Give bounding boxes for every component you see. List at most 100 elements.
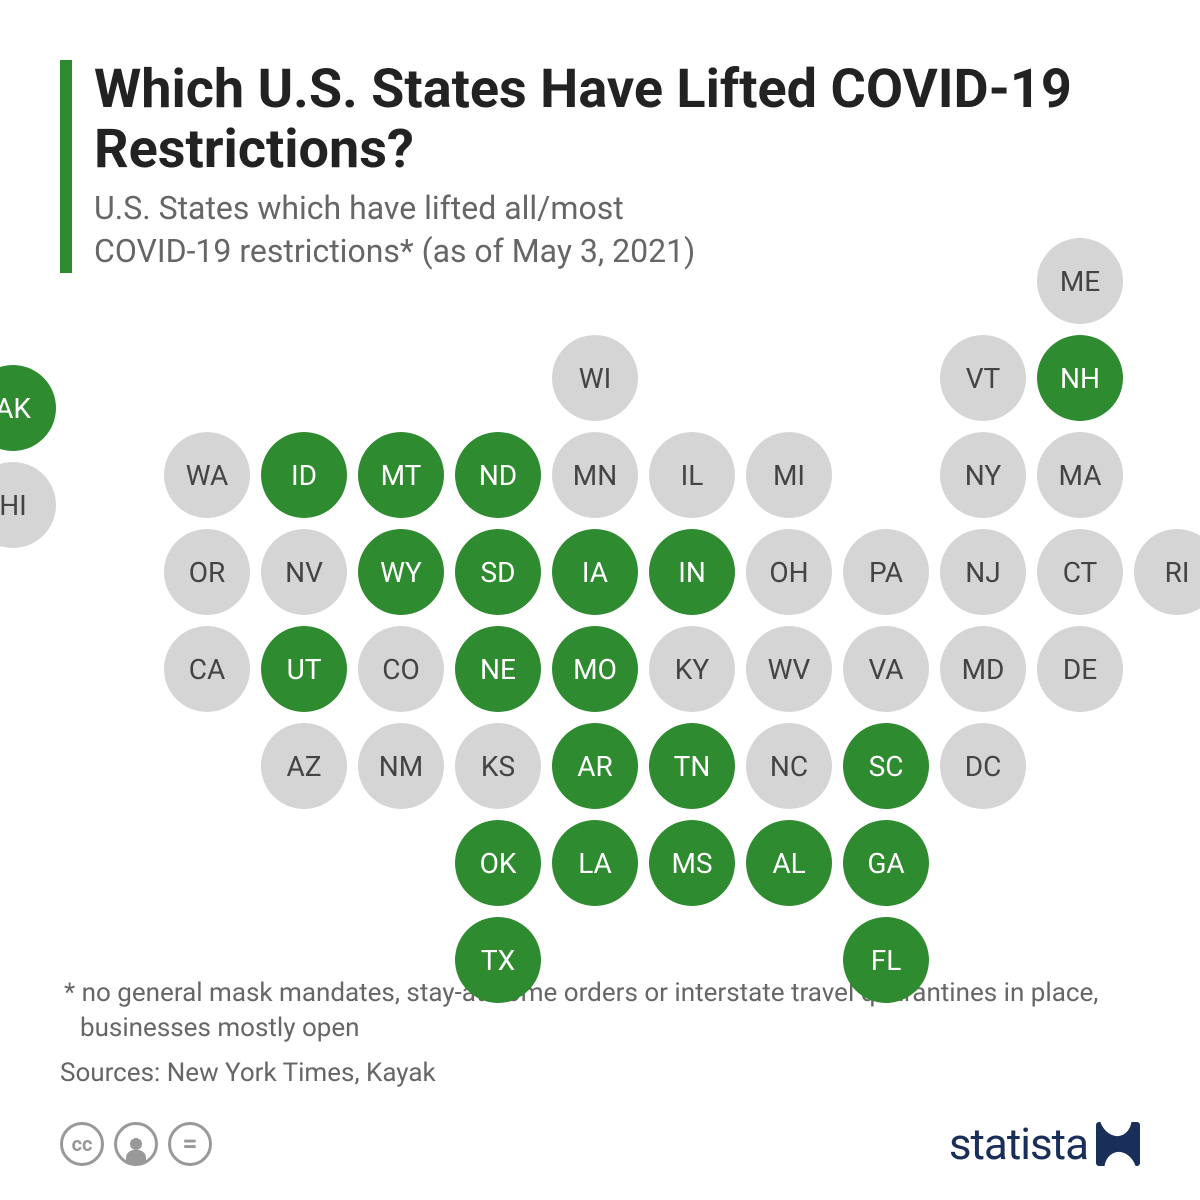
state-abbr: UT [287,653,322,686]
state-abbr: NV [285,556,323,589]
state-abbr: MI [773,459,805,492]
state-cell-ar: AR [552,723,638,809]
state-abbr: TN [674,750,711,783]
cc-license-icons: cc = [60,1122,212,1166]
state-abbr: WY [380,556,422,589]
subtitle: U.S. States which have lifted all/most C… [94,187,1140,273]
state-abbr: ID [291,459,317,492]
state-cell-va: VA [843,626,929,712]
state-abbr: MS [671,847,712,880]
state-cell-ca: CA [164,626,250,712]
state-cell-ct: CT [1037,529,1123,615]
state-abbr: HI [0,489,27,522]
state-cell-az: AZ [261,723,347,809]
state-cell-nh: NH [1037,335,1123,421]
state-cell-fl: FL [843,917,929,1003]
state-cell-wv: WV [746,626,832,712]
state-abbr: VA [868,653,903,686]
state-abbr: IL [681,459,704,492]
state-cell-ia: IA [552,529,638,615]
state-abbr: AK [0,392,31,425]
state-cell-ma: MA [1037,432,1123,518]
state-cell-nd: ND [455,432,541,518]
state-abbr: DE [1063,653,1097,686]
state-abbr: MD [962,653,1005,686]
statista-logo: statista [949,1118,1140,1170]
cc-nd-icon: = [168,1122,212,1166]
state-abbr: CA [189,653,226,686]
state-abbr: NE [480,653,516,686]
state-cell-de: DE [1037,626,1123,712]
state-cell-tn: TN [649,723,735,809]
subtitle-line-1: U.S. States which have lifted all/most [94,189,624,227]
state-cell-wy: WY [358,529,444,615]
state-abbr: AL [772,847,805,880]
state-abbr: GA [867,847,904,880]
state-abbr: OH [769,556,808,589]
state-abbr: NC [770,750,808,783]
logo-mark-icon [1096,1122,1140,1166]
state-cell-nc: NC [746,723,832,809]
footnote: * no general mask mandates, stay-at-home… [60,976,1140,1046]
header: Which U.S. States Have Lifted COVID-19 R… [60,60,1140,273]
state-abbr: IA [582,556,608,589]
state-abbr: KS [481,750,515,783]
state-cell-ny: NY [940,432,1026,518]
state-abbr: DC [965,750,1002,783]
state-cell-ut: UT [261,626,347,712]
state-abbr: NJ [965,556,1000,589]
state-abbr: MA [1059,459,1102,492]
state-abbr: CT [1063,556,1098,589]
state-cell-mi: MI [746,432,832,518]
state-abbr: WV [768,653,811,686]
state-cell-ks: KS [455,723,541,809]
state-cell-ri: RI [1134,529,1200,615]
state-abbr: OR [189,556,226,589]
state-abbr: SD [481,556,516,589]
state-cell-pa: PA [843,529,929,615]
cc-icon: cc [60,1122,104,1166]
footer: cc = statista [60,1118,1140,1170]
state-cell-mo: MO [552,626,638,712]
cc-text: cc [72,1132,93,1156]
state-cell-wi: WI [552,335,638,421]
state-abbr: LA [578,847,612,880]
state-cell-ak: AK [0,365,56,451]
state-abbr: CO [382,653,420,686]
state-abbr: VT [966,362,1001,395]
state-cell-or: OR [164,529,250,615]
state-abbr: AZ [286,750,321,783]
title: Which U.S. States Have Lifted COVID-19 R… [94,60,1140,181]
state-abbr: MO [573,653,617,686]
state-cell-oh: OH [746,529,832,615]
state-abbr: ME [1060,265,1100,298]
state-cell-ne: NE [455,626,541,712]
state-abbr: WA [186,459,229,492]
state-abbr: SC [869,750,904,783]
cc-by-icon [114,1122,158,1166]
state-abbr: MN [573,459,617,492]
state-cell-mt: MT [358,432,444,518]
state-cell-nv: NV [261,529,347,615]
state-grid-map: MEWIVTNHAKHIWAIDMTNDMNILMINYMAORNVWYSDIA… [60,293,1140,968]
state-cell-nm: NM [358,723,444,809]
state-abbr: RI [1165,556,1190,589]
state-abbr: PA [869,556,903,589]
logo-text: statista [949,1118,1088,1170]
state-abbr: NY [965,459,1001,492]
state-abbr: FL [871,944,902,977]
state-cell-in: IN [649,529,735,615]
state-abbr: NH [1060,362,1100,395]
state-abbr: WI [579,362,611,395]
state-cell-tx: TX [455,917,541,1003]
subtitle-line-2: COVID-19 restrictions* (as of May 3, 202… [94,232,695,270]
state-cell-id: ID [261,432,347,518]
state-cell-hi: HI [0,462,56,548]
state-abbr: TX [481,944,515,977]
state-cell-md: MD [940,626,1026,712]
sources: Sources: New York Times, Kayak [60,1058,1140,1088]
state-cell-sc: SC [843,723,929,809]
state-cell-mn: MN [552,432,638,518]
state-abbr: OK [480,847,517,880]
state-cell-ok: OK [455,820,541,906]
